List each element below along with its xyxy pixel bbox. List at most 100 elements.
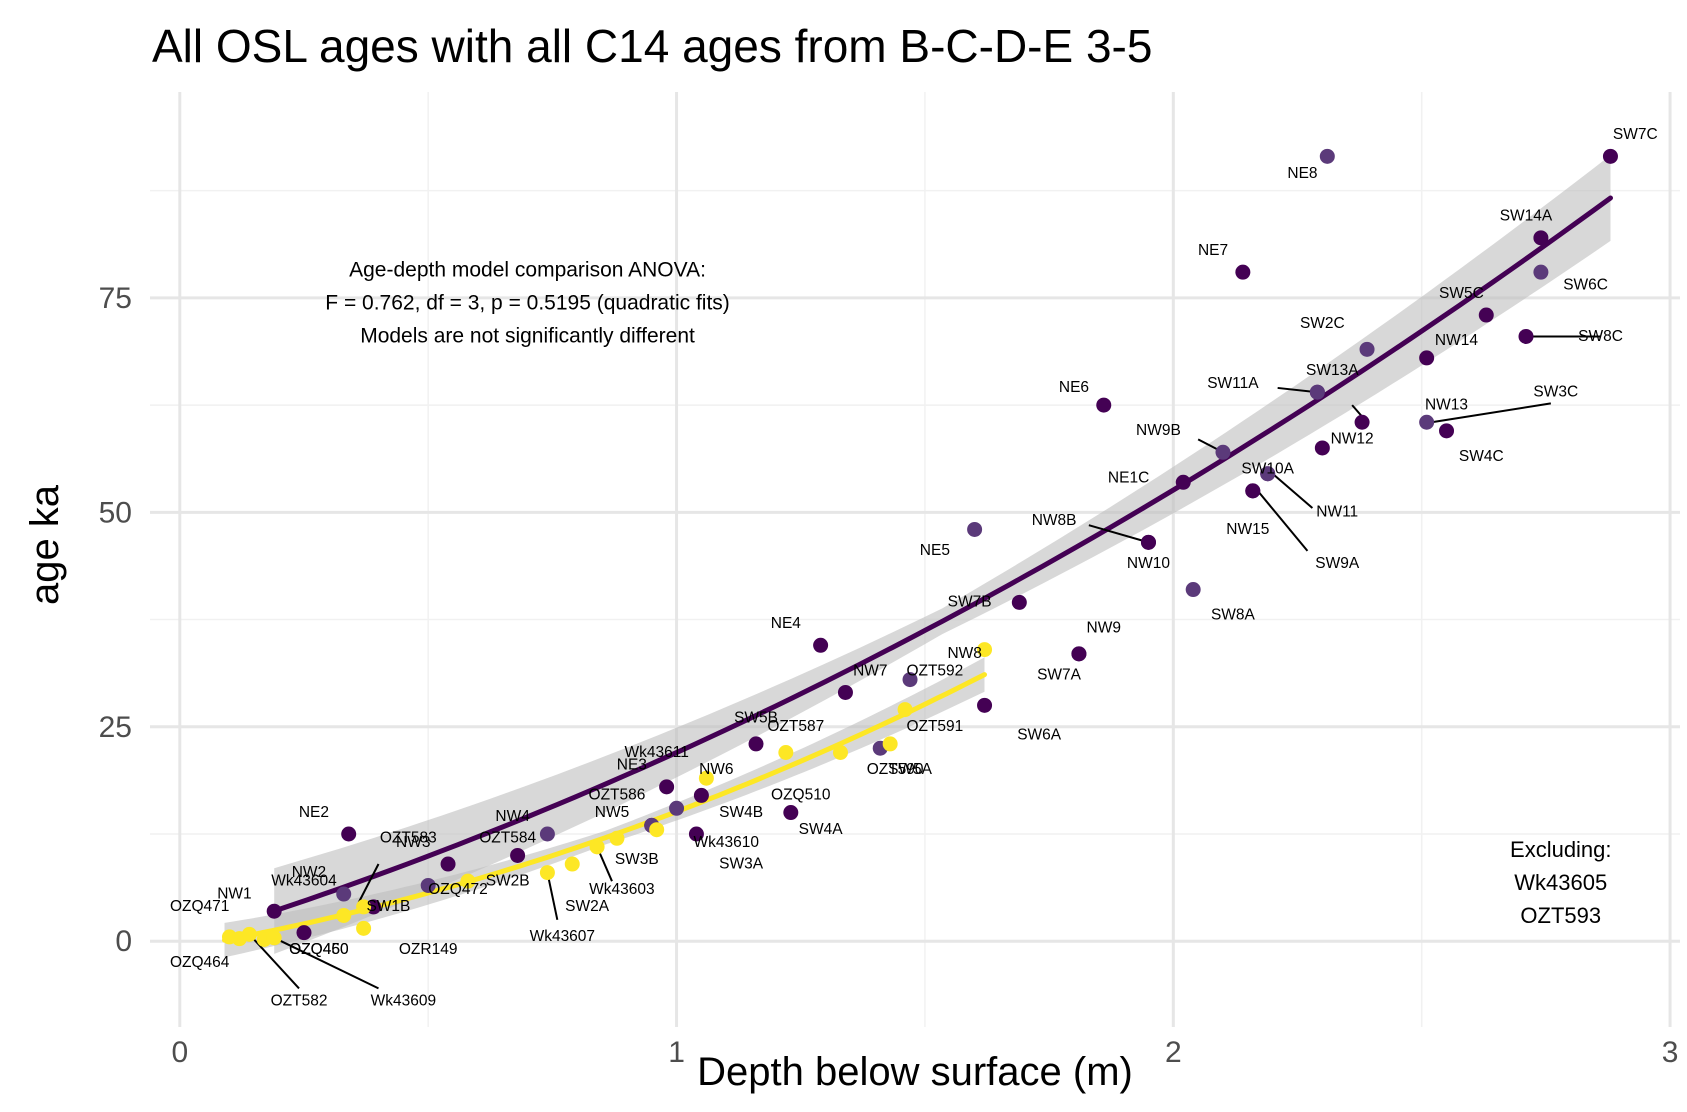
c14-point xyxy=(241,926,257,942)
point-label: SW10A xyxy=(1241,461,1294,478)
point-label: SW5B xyxy=(734,709,778,726)
y-tick-label: 50 xyxy=(99,496,132,529)
point-label: NW13 xyxy=(1425,396,1468,413)
point-label: SW13A xyxy=(1306,362,1359,379)
osl-point xyxy=(659,779,675,795)
point-label: SW5C xyxy=(1439,285,1484,302)
point-label: SW9A xyxy=(1315,555,1360,572)
excluded-note-line: Wk43605 xyxy=(1514,870,1607,895)
c14-point xyxy=(832,745,848,761)
osl-point xyxy=(266,903,282,919)
point-label: OZT583 xyxy=(380,830,437,847)
point-label: Wk43603 xyxy=(589,881,654,898)
excluded-note-line: OZT593 xyxy=(1520,903,1601,928)
point-label: SW3A xyxy=(719,855,764,872)
anova-annotation-line: F = 0.762, df = 3, p = 0.5195 (quadratic… xyxy=(325,291,730,314)
point-label: NE3 xyxy=(617,757,647,774)
osl-confidence-ribbon xyxy=(274,155,1611,954)
osl-point xyxy=(1518,328,1534,344)
point-label: NW15 xyxy=(1226,521,1269,538)
point-label: OZQ450 xyxy=(289,941,349,958)
label-leader-line xyxy=(357,863,380,904)
y-tick-label: 75 xyxy=(99,282,132,315)
y-tick-label: 25 xyxy=(99,711,132,744)
osl-point xyxy=(1439,423,1455,439)
osl-point xyxy=(1140,534,1156,550)
point-label: OZQ472 xyxy=(428,881,487,898)
point-label: SW4B xyxy=(719,804,763,821)
point-label: SW5A xyxy=(888,761,933,778)
osl-point xyxy=(669,800,685,816)
label-leader-line xyxy=(546,872,559,920)
point-label: SW2B xyxy=(486,872,530,889)
osl-point xyxy=(420,877,436,893)
c14-point xyxy=(977,642,993,658)
point-label: NE2 xyxy=(299,804,329,821)
c14-point xyxy=(882,736,898,752)
osl-point xyxy=(977,697,993,713)
osl-point xyxy=(837,684,853,700)
osl-point xyxy=(1319,148,1335,164)
plot-area: 0 1 2 3 0 25 50 75 SW7C NE8 SW14A NE7 SW6C SW8C SW5C SW… xyxy=(99,92,1680,1069)
point-label: SW2C xyxy=(1300,315,1345,332)
c14-point xyxy=(460,873,476,889)
point-label: NE4 xyxy=(771,615,802,632)
c14-point xyxy=(778,745,794,761)
point-label: NE1C xyxy=(1108,469,1149,486)
osl-point xyxy=(1011,594,1027,610)
osl-point xyxy=(783,805,799,821)
label-leader-line xyxy=(1256,490,1309,552)
point-label: SW11A xyxy=(1207,375,1259,392)
osl-point xyxy=(1419,350,1435,366)
x-tick-label: 0 xyxy=(171,1036,188,1069)
point-label: SW7A xyxy=(1037,667,1082,684)
c14-point xyxy=(897,702,913,718)
point-label: Wk43611 xyxy=(625,744,689,761)
osl-point xyxy=(1185,582,1201,598)
point-label: SW1B xyxy=(366,898,410,915)
c14-point xyxy=(698,770,714,786)
osl-point xyxy=(510,847,526,863)
point-label: Wk43607 xyxy=(530,928,595,945)
osl-point xyxy=(1245,483,1261,499)
point-label: NE8 xyxy=(1287,165,1317,182)
point-label: OZQ510 xyxy=(771,787,831,804)
osl-point xyxy=(341,826,357,842)
point-label: NW5 xyxy=(595,804,629,821)
osl-point xyxy=(1175,474,1191,490)
point-label: OZR149 xyxy=(399,941,458,958)
osl-point xyxy=(1354,414,1370,430)
y-tick-label: 0 xyxy=(115,925,132,958)
osl-point xyxy=(1260,466,1276,482)
point-label: OZQ460 xyxy=(289,941,349,958)
point-label: NW7 xyxy=(853,662,887,679)
point-label: Wk43609 xyxy=(371,993,436,1010)
point-label: OZT582 xyxy=(271,993,328,1010)
point-label: NW14 xyxy=(1435,332,1478,349)
point-label: SW6C xyxy=(1563,276,1608,293)
point-label: SW6A xyxy=(1017,727,1062,744)
c14-point xyxy=(336,907,352,923)
osl-point xyxy=(1602,148,1618,164)
osl-point xyxy=(1478,307,1494,323)
point-label: SW7B xyxy=(948,594,992,611)
point-label: SW8C xyxy=(1578,328,1623,345)
osl-point xyxy=(1071,646,1087,662)
c14-point xyxy=(609,830,625,846)
label-leader-line xyxy=(273,936,379,990)
point-label: Wk43604 xyxy=(271,872,337,889)
c14-point xyxy=(266,930,282,946)
c14-point xyxy=(539,865,555,881)
point-label: OZT591 xyxy=(906,718,963,735)
osl-point xyxy=(1215,444,1231,460)
c14-fit-line xyxy=(222,672,987,943)
point-label: NE5 xyxy=(920,542,950,559)
osl-point xyxy=(1309,384,1325,400)
osl-point xyxy=(1533,264,1549,280)
x-tick-label: 1 xyxy=(668,1036,685,1069)
point-label: SW14A xyxy=(1500,208,1553,225)
label-leader-line xyxy=(1272,472,1314,509)
point-label: NW3 xyxy=(396,834,430,851)
c14-point xyxy=(589,839,605,855)
point-label: NW9 xyxy=(1087,619,1121,636)
